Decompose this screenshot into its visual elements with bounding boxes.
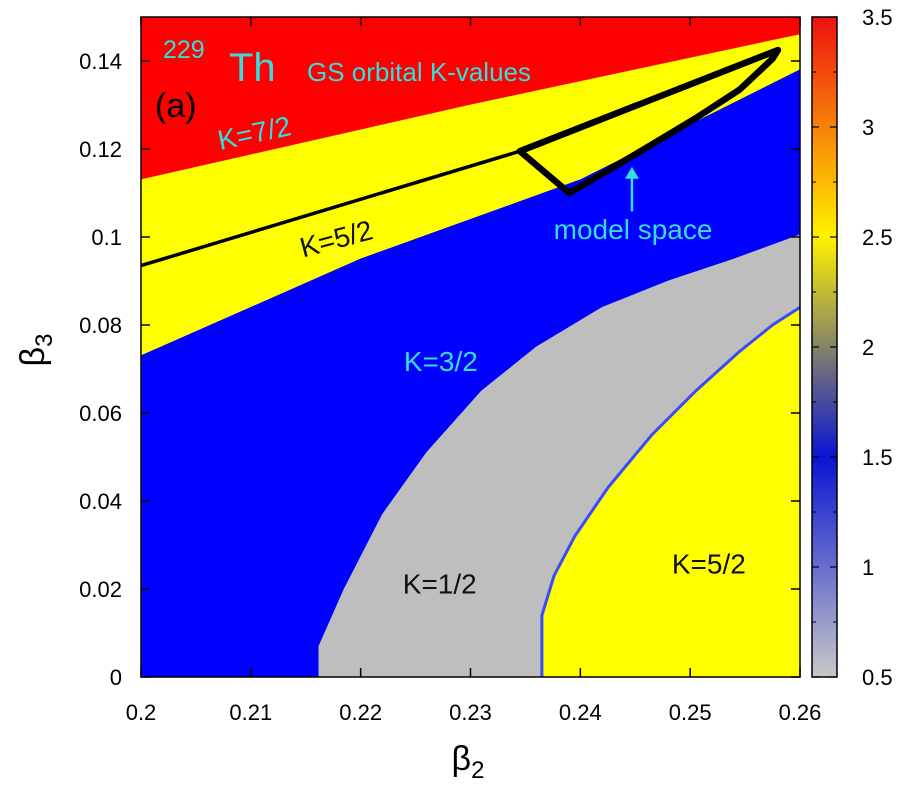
colorbar-tick-label: 1.5	[862, 445, 893, 470]
chart-title: GS orbital K-values	[307, 57, 531, 87]
colorbar-tick-label: 3	[862, 115, 874, 140]
x-tick-label: 0.24	[559, 700, 602, 725]
model-space-arrow-head	[624, 166, 639, 179]
x-axis-label: β2	[452, 740, 485, 783]
panel-label: (a)	[155, 87, 197, 125]
thin-boundary-line	[141, 149, 521, 268]
region-label: K=3/2	[404, 346, 478, 377]
y-tick-label: 0.06	[79, 401, 122, 426]
colorbar-tick-label: 3.5	[862, 5, 893, 30]
y-axis-label: β3	[14, 334, 58, 367]
x-tick-label: 0.2	[126, 700, 157, 725]
x-tick-label: 0.25	[669, 700, 712, 725]
region-label: K=1/2	[403, 568, 477, 599]
y-tick-label: 0.12	[79, 137, 122, 162]
colorbar-tick-label: 0.5	[862, 665, 893, 690]
model-space-label: model space	[554, 214, 713, 245]
model-space-outline	[516, 46, 782, 197]
y-tick-label: 0.02	[79, 577, 122, 602]
y-tick-label: 0.1	[91, 225, 122, 250]
x-tick-label: 0.21	[229, 700, 272, 725]
y-tick-label: 0.08	[79, 313, 122, 338]
inner-region-edge	[540, 306, 800, 677]
y-tick-label: 0.14	[79, 49, 122, 74]
plot-area	[141, 17, 800, 677]
x-tick-label: 0.26	[779, 700, 822, 725]
colorbar-tick-label: 1	[862, 555, 874, 580]
nucleus-symbol: Th	[229, 46, 276, 90]
x-tick-label: 0.22	[339, 700, 382, 725]
colorbar-tick-label: 2	[862, 335, 874, 360]
x-tick-label: 0.23	[449, 700, 492, 725]
region-label: K=5/2	[672, 549, 746, 580]
nucleus-mass-number: 229	[163, 36, 205, 64]
y-tick-label: 0	[110, 665, 122, 690]
y-tick-label: 0.04	[79, 489, 122, 514]
colorbar-tick-label: 2.5	[862, 225, 893, 250]
